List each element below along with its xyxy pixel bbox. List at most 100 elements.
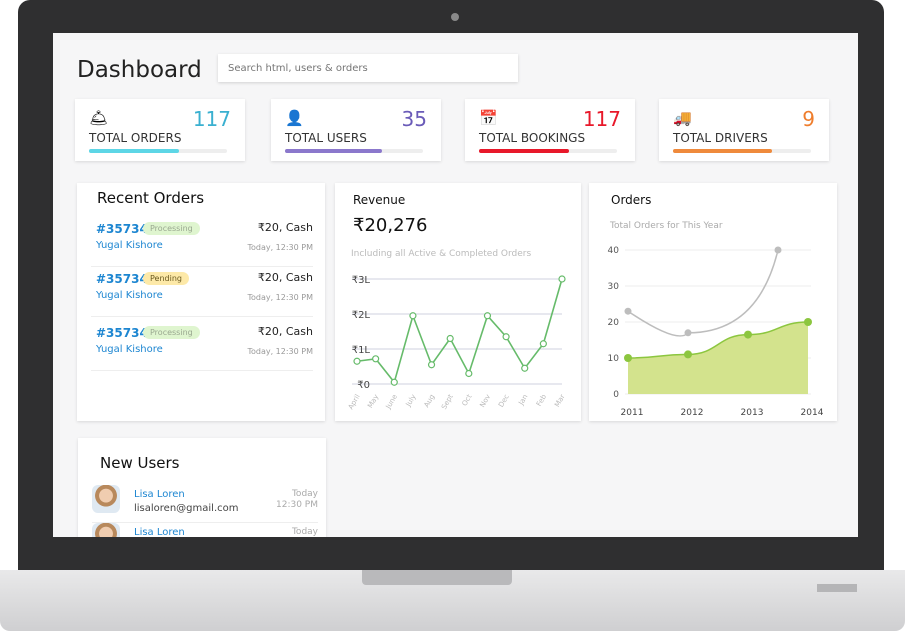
x-tick-label: Sept: [440, 393, 455, 411]
stat-value: 117: [582, 107, 621, 131]
order-time: Today, 12:30 PM: [247, 243, 313, 252]
comparison-point: [774, 246, 782, 254]
stat-value: 35: [401, 107, 427, 131]
stat-card[interactable]: 📅 117 TOTAL BOOKINGS: [465, 99, 635, 161]
x-tick-label: Dec: [497, 393, 511, 409]
user-email: lisaloren@gmail.com: [134, 503, 239, 514]
user-name-link[interactable]: Lisa Loren: [134, 489, 185, 500]
revenue-point: [372, 355, 380, 363]
user-icon: 👤: [285, 109, 304, 127]
stat-card[interactable]: 🚚 9 TOTAL DRIVERS: [659, 99, 829, 161]
order-amount: ₹20, Cash: [257, 325, 313, 338]
y-tick-label: ₹0: [357, 380, 370, 391]
y-tick-label: ₹1L: [352, 345, 371, 356]
revenue-subtitle: Including all Active & Completed Orders: [351, 249, 532, 259]
customer-link[interactable]: Yugal Kishore: [96, 240, 163, 251]
orders-line: [627, 321, 809, 359]
customer-link[interactable]: Yugal Kishore: [96, 344, 163, 355]
stat-value: 9: [802, 107, 815, 131]
revenue-point: [409, 312, 417, 320]
customer-link[interactable]: Yugal Kishore: [96, 290, 163, 301]
revenue-point: [483, 312, 492, 320]
recent-orders-card: Recent Orders #35734 Processing ₹20, Cas…: [77, 183, 325, 421]
new-users-card: New Users Lisa Loren lisaloren@gmail.com…: [78, 438, 326, 537]
revenue-point: [539, 340, 547, 348]
stat-card[interactable]: 🛎 117 TOTAL ORDERS: [75, 99, 245, 161]
orders-point: [744, 330, 752, 339]
x-tick-label: May: [366, 393, 380, 410]
avatar: [92, 485, 120, 513]
order-row[interactable]: #35734 Processing ₹20, Cash Yugal Kishor…: [91, 217, 313, 267]
calendar-icon: 📅: [479, 109, 498, 127]
stat-progress-bar: [89, 149, 227, 153]
x-tick-label: Jan: [517, 393, 530, 407]
order-id-link[interactable]: #35734: [96, 326, 148, 340]
x-tick-label: April: [347, 393, 362, 411]
revenue-value: ₹20,276: [353, 215, 428, 236]
y-tick-label: ₹3L: [352, 275, 371, 286]
orders-point: [804, 318, 812, 326]
order-id-link[interactable]: #35734: [96, 272, 148, 286]
avatar: [92, 523, 120, 537]
y-tick-label: 20: [608, 318, 620, 328]
order-amount: ₹20, Cash: [257, 271, 313, 284]
order-row[interactable]: #35734 Pending ₹20, Cash Yugal Kishore T…: [91, 267, 313, 317]
y-tick-label: 10: [608, 354, 620, 364]
page-title: Dashboard: [77, 57, 202, 83]
y-tick-label: 0: [613, 390, 619, 400]
revenue-point: [390, 378, 398, 386]
x-tick-label: Nov: [478, 393, 492, 409]
order-amount: ₹20, Cash: [257, 221, 313, 234]
stat-label: TOTAL ORDERS: [89, 131, 182, 145]
charts-layer: ₹0 ₹1L ₹2L ₹3L April May June July Aug Sept Oct Nov…: [347, 246, 824, 418]
revenue-point: [521, 364, 529, 372]
x-tick-label: 2011: [621, 408, 644, 418]
search-input[interactable]: [218, 54, 518, 82]
revenue-title: Revenue: [353, 193, 406, 207]
revenue-point: [353, 357, 361, 365]
screen: Dashboard 🛎 117 TOTAL ORDERS 👤 35 TOTAL …: [53, 33, 858, 537]
orders-subtitle: Total Orders for This Year: [610, 221, 723, 231]
y-tick-label: ₹2L: [352, 310, 371, 321]
comparison-line: [627, 249, 779, 337]
user-date: Today: [291, 527, 318, 537]
stat-label: TOTAL USERS: [285, 131, 367, 145]
revenue-line: [356, 278, 563, 384]
stat-progress-bar: [285, 149, 423, 153]
recent-orders-title: Recent Orders: [97, 189, 205, 207]
x-tick-label: June: [384, 393, 399, 411]
revenue-card: Revenue ₹20,276 Including all Active & C…: [335, 183, 581, 421]
x-tick-label: July: [404, 393, 418, 409]
revenue-point: [446, 334, 454, 343]
stat-label: TOTAL DRIVERS: [673, 131, 768, 145]
stat-progress-bar: [479, 149, 617, 153]
service-bell-icon: 🛎: [89, 109, 109, 127]
user-row[interactable]: Lisa Loren lisaloren@gmail.com Today 12:…: [92, 485, 318, 523]
truck-icon: 🚚: [673, 109, 692, 127]
order-id-link[interactable]: #35734: [96, 222, 148, 236]
orders-point: [624, 354, 632, 362]
orders-area: [628, 322, 808, 394]
order-time: Today, 12:30 PM: [247, 293, 313, 302]
user-name-link[interactable]: Lisa Loren: [134, 527, 185, 537]
status-badge: Processing: [143, 326, 200, 339]
orders-title: Orders: [611, 193, 652, 207]
order-row[interactable]: #35734 Processing ₹20, Cash Yugal Kishor…: [91, 321, 313, 371]
stat-label: TOTAL BOOKINGS: [479, 131, 586, 145]
order-time: Today, 12:30 PM: [247, 347, 313, 356]
x-tick-label: Feb: [535, 393, 548, 408]
revenue-point: [465, 369, 473, 378]
laptop-notch: [362, 570, 512, 585]
comparison-point: [684, 329, 692, 337]
x-tick-label: Aug: [423, 393, 437, 409]
status-badge: Processing: [143, 222, 200, 235]
user-row[interactable]: Lisa Loren Today: [92, 523, 318, 537]
comparison-point: [624, 307, 632, 315]
x-tick-label: 2014: [801, 408, 824, 418]
orders-point: [684, 350, 692, 359]
user-date: Today: [291, 489, 318, 499]
stat-card[interactable]: 👤 35 TOTAL USERS: [271, 99, 441, 161]
user-time: 12:30 PM: [276, 500, 318, 510]
camera-icon: [451, 13, 459, 21]
new-users-title: New Users: [100, 454, 180, 472]
